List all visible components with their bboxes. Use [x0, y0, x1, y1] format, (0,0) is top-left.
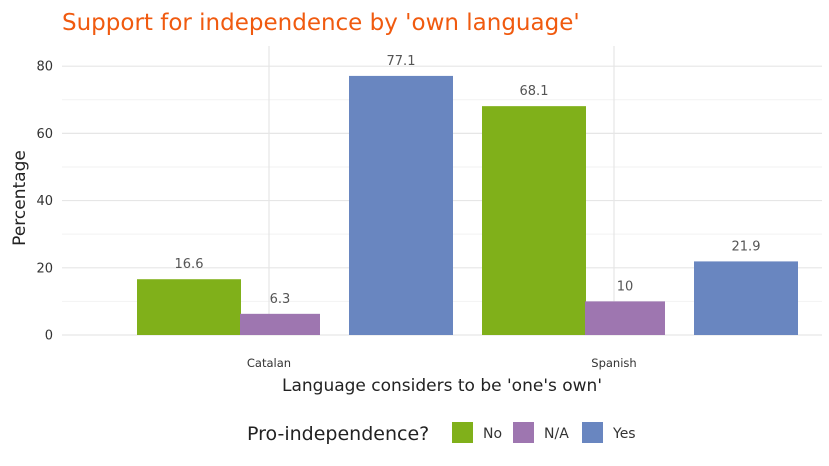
legend-item-no: No [452, 422, 502, 443]
y-tick-label: 20 [36, 261, 53, 276]
y-tick-label: 40 [36, 194, 53, 209]
legend-item-yes: Yes [582, 422, 636, 443]
bar-yes-catalan [349, 75, 453, 335]
chart-title: Support for independence by 'own languag… [62, 10, 580, 36]
x-axis-title: Language considers to be 'one's own' [282, 376, 602, 396]
data-label: 21.9 [732, 239, 761, 254]
legend: Pro-independence? No N/A Yes [247, 422, 636, 445]
y-axis-title: Percentage [10, 150, 30, 246]
bar-yes-spanish [694, 261, 798, 335]
bar-n-a-spanish [585, 301, 665, 335]
bar-no-catalan [137, 279, 241, 335]
data-label: 6.3 [270, 292, 291, 307]
legend-label: N/A [544, 426, 569, 442]
data-label: 77.1 [387, 54, 416, 69]
data-labels: 16.6 68.1 6.3 10 77.1 21.9 [175, 54, 761, 307]
legend-label: No [483, 426, 502, 442]
bars [137, 75, 798, 335]
legend-item-n-a: N/A [513, 422, 569, 443]
y-tick-label: 80 [36, 60, 53, 75]
bar-n-a-catalan [240, 313, 320, 335]
bar-no-spanish [482, 106, 586, 335]
legend-label: Yes [612, 426, 636, 442]
legend-swatch [513, 422, 534, 443]
legend-title: Pro-independence? [247, 423, 429, 445]
x-axis-ticks: Catalan Spanish [247, 356, 637, 370]
y-tick-label: 0 [45, 329, 53, 344]
y-axis-ticks: 0 20 40 60 80 [36, 60, 53, 344]
data-label: 10 [617, 279, 634, 294]
y-tick-label: 60 [36, 127, 53, 142]
x-tick-label: Catalan [247, 356, 291, 370]
legend-swatch [582, 422, 603, 443]
data-label: 16.6 [175, 257, 204, 272]
data-label: 68.1 [520, 84, 549, 99]
x-tick-label: Spanish [591, 356, 636, 370]
legend-swatch [452, 422, 473, 443]
